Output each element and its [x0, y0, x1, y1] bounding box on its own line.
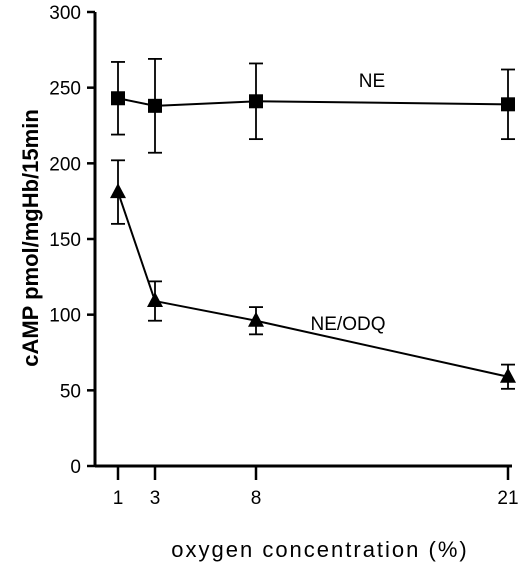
x-tick-label: 3	[150, 488, 161, 509]
data-point-square	[111, 91, 125, 106]
data-point-triangle	[147, 292, 163, 308]
data-point-square	[501, 97, 515, 112]
series-line-0	[117, 97, 509, 107]
series-line-1	[117, 191, 509, 378]
y-tick-label: 150	[49, 230, 81, 251]
y-tick-label: 300	[49, 3, 81, 24]
y-tick-label: 200	[49, 154, 81, 175]
x-tick-label: 1	[113, 488, 124, 509]
data-point-square	[148, 98, 162, 113]
x-axis-title: oxygen concentration (%)	[171, 537, 468, 562]
series-label-ne-odq: NE/ODQ	[311, 314, 386, 335]
y-axis-title: cAMP pmol/mgHb/15min	[18, 109, 43, 367]
y-ticks: 0 50 100 150 200 250 300	[49, 3, 95, 478]
y-tick-label: 50	[60, 381, 81, 402]
y-tick-label: 0	[70, 457, 81, 478]
series-label-ne: NE	[359, 71, 385, 92]
axes	[93, 12, 512, 468]
y-tick-label: 250	[49, 79, 81, 100]
data-point-triangle	[248, 311, 264, 327]
x-tick-label: 21	[497, 488, 518, 509]
x-ticks: 1 3 8 21	[113, 466, 519, 509]
data-point-square	[249, 94, 263, 109]
data-point-triangle	[500, 367, 516, 383]
series-layer	[110, 58, 516, 390]
y-tick-label: 100	[49, 306, 81, 327]
x-tick-label: 8	[251, 488, 262, 509]
data-point-triangle	[110, 183, 126, 199]
